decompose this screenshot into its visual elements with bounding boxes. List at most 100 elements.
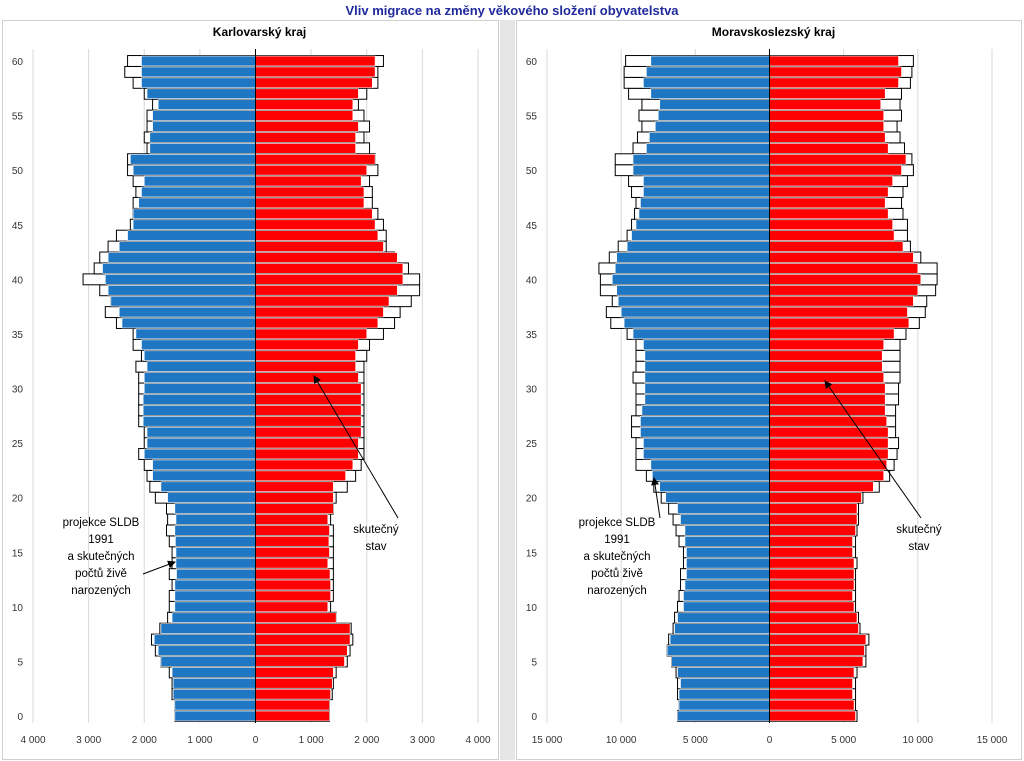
actual-female-bar xyxy=(255,274,404,285)
y-tick-label: 0 xyxy=(531,712,537,723)
actual-female-bar xyxy=(255,230,379,241)
actual-female-bar xyxy=(769,197,886,209)
y-tick-label: 50 xyxy=(12,166,24,177)
actual-male-bar xyxy=(614,263,770,274)
annotation-arrow xyxy=(142,560,176,575)
y-tick-label: 15 xyxy=(526,548,538,559)
actual-male-bar xyxy=(146,426,256,438)
actual-male-bar xyxy=(677,612,770,624)
actual-male-bar xyxy=(620,306,770,318)
y-tick-label: 60 xyxy=(526,57,538,68)
actual-male-bar xyxy=(174,579,256,591)
actual-male-bar xyxy=(107,252,256,263)
x-tick-label: 2 000 xyxy=(132,735,157,746)
actual-male-bar xyxy=(635,219,770,231)
actual-female-bar xyxy=(255,99,354,110)
actual-female-bar xyxy=(769,459,887,471)
actual-female-bar xyxy=(769,623,859,634)
actual-male-bar xyxy=(102,263,256,274)
y-tick-label: 25 xyxy=(526,439,538,450)
actual-female-bar xyxy=(769,677,853,689)
actual-female-bar xyxy=(769,208,889,220)
actual-female-bar xyxy=(255,470,346,482)
actual-female-bar xyxy=(255,415,362,427)
actual-male-bar xyxy=(684,579,770,591)
y-tick-label: 5 xyxy=(531,657,537,668)
actual-male-bar xyxy=(152,110,256,121)
actual-female-bar xyxy=(255,306,384,318)
actual-female-bar xyxy=(769,339,885,351)
actual-female-bar xyxy=(769,77,899,89)
actual-male-bar xyxy=(644,383,770,394)
actual-male-bar xyxy=(174,503,256,514)
actual-female-bar xyxy=(769,612,858,624)
actual-female-bar xyxy=(255,295,390,307)
actual-female-bar xyxy=(769,241,904,252)
actual-male-bar xyxy=(650,88,770,100)
actual-female-bar xyxy=(769,656,864,667)
actual-male-bar xyxy=(654,121,770,132)
chart-title: Karlovarský kraj xyxy=(213,25,306,39)
x-tick-label: 0 xyxy=(767,735,773,746)
actual-female-bar xyxy=(255,459,354,471)
actual-female-bar xyxy=(769,394,886,405)
actual-male-bar xyxy=(143,175,256,187)
x-tick-label: 1 000 xyxy=(187,735,212,746)
actual-female-bar xyxy=(769,361,883,372)
y-tick-label: 20 xyxy=(12,494,24,505)
actual-female-bar xyxy=(255,710,330,722)
actual-male-bar xyxy=(153,634,256,645)
actual-male-bar xyxy=(105,274,256,285)
y-tick-label: 10 xyxy=(526,603,538,614)
pyramid-chart-karlovarsky: Karlovarský kraj 4 000 3 000 2 000 1 000 0 1 0… xyxy=(12,25,491,746)
actual-male-bar xyxy=(680,514,770,525)
actual-male-bar xyxy=(644,394,770,405)
actual-female-bar xyxy=(769,132,886,143)
annotation-arrow xyxy=(824,380,922,519)
actual-male-bar xyxy=(643,77,770,89)
actual-male-bar xyxy=(632,153,770,165)
annotation-actual: skutečný stav xyxy=(896,524,942,553)
x-tick-label: 15 000 xyxy=(532,735,563,746)
actual-female-bar xyxy=(769,121,885,132)
x-tick-label: 0 xyxy=(253,735,259,746)
actual-male-bar xyxy=(686,546,770,558)
actual-female-bar xyxy=(769,514,858,525)
panel-divider xyxy=(500,20,515,760)
actual-female-bar xyxy=(769,263,919,274)
actual-male-bar xyxy=(146,88,256,100)
actual-female-bar xyxy=(255,437,359,449)
actual-female-bar xyxy=(769,55,899,67)
actual-female-bar xyxy=(769,230,895,241)
actual-male-bar xyxy=(143,372,256,383)
actual-female-bar xyxy=(769,350,883,362)
y-tick-label: 0 xyxy=(17,712,23,723)
actual-female-bar xyxy=(255,394,362,405)
actual-female-bar xyxy=(769,525,856,536)
actual-male-bar xyxy=(644,350,770,362)
actual-male-bar xyxy=(142,405,256,416)
actual-female-bar xyxy=(769,688,853,700)
actual-male-bar xyxy=(665,492,770,503)
actual-male-bar xyxy=(677,710,770,722)
actual-female-bar xyxy=(255,568,331,580)
actual-female-bar xyxy=(769,66,902,78)
actual-female-bar xyxy=(769,143,889,154)
actual-male-bar xyxy=(671,656,770,667)
actual-female-bar xyxy=(255,175,362,187)
actual-male-bar xyxy=(626,241,770,252)
actual-male-bar xyxy=(659,481,770,493)
actual-male-bar xyxy=(142,415,256,427)
actual-male-bar xyxy=(118,306,256,318)
actual-male-bar xyxy=(135,328,256,340)
actual-female-bar xyxy=(255,208,373,220)
actual-female-bar xyxy=(769,536,853,547)
x-tick-label: 2 000 xyxy=(354,735,379,746)
annotation-projection: projekce SLDB 1991 a skutečných počtů živě n… xyxy=(63,517,140,597)
actual-female-bar xyxy=(255,536,330,547)
actual-female-bar xyxy=(769,470,885,482)
actual-male-bar xyxy=(669,634,770,645)
actual-male-bar xyxy=(174,590,256,602)
actual-female-bar xyxy=(769,274,922,285)
actual-female-bar xyxy=(255,143,356,154)
